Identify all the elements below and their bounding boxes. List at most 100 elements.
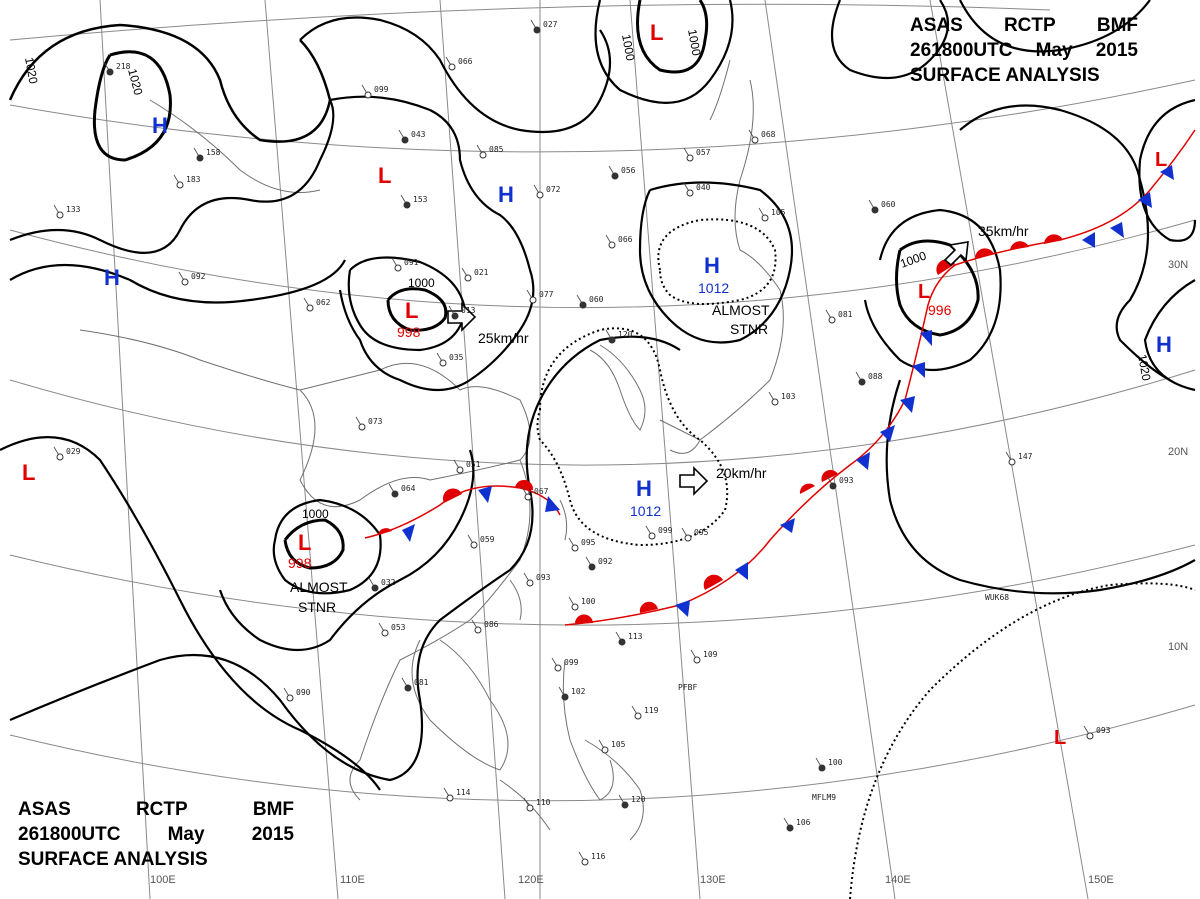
station-marker-icon: [686, 154, 694, 162]
title-block-bottom: ASAS RCTP BMF 261800UTC May 2015 SURFACE…: [18, 797, 294, 872]
station-pressure-value: 072: [546, 185, 561, 194]
station-plot: 183: [173, 174, 201, 189]
graticule-labels: 100E 110E 120E 130E 140E 150E 30N 20N 10…: [150, 259, 1188, 886]
isobar-southwest-big: [218, 449, 475, 651]
station-marker-icon: [786, 824, 794, 832]
station-marker-icon: [181, 278, 189, 286]
high-center-marker: H: [704, 253, 720, 278]
station-plot: 027: [530, 19, 558, 34]
station-pressure-value: 085: [489, 145, 504, 154]
cold-front-triangle: [920, 330, 932, 346]
isobar-north-arc: [299, 16, 611, 134]
station-pressure-value: 110: [536, 798, 551, 807]
lon-label-130e: 130E: [700, 874, 726, 886]
station-plot: 113: [615, 631, 643, 646]
station-marker-icon: [581, 858, 589, 866]
station-marker-icon: [448, 63, 456, 71]
station-marker-icon: [634, 712, 642, 720]
title-block-top: ASAS RCTP BMF 261800UTC May 2015 SURFACE…: [910, 13, 1138, 88]
station-plot: 077: [526, 289, 554, 304]
motion-speed-label: 35km/hr: [978, 223, 1029, 239]
station-pressure-value: 099: [374, 85, 389, 94]
station-pressure-value: 057: [696, 148, 711, 157]
station-marker-icon: [451, 312, 459, 320]
station-marker-icon: [403, 201, 411, 209]
station-plot: 158: [193, 147, 221, 162]
station-marker-icon: [571, 544, 579, 552]
status-label-line2: STNR: [298, 599, 336, 615]
station-plot: 088: [855, 371, 883, 386]
station-marker-icon: [828, 316, 836, 324]
station-pressure-value: 099: [564, 658, 579, 667]
isobar-far-east-1020: [1143, 279, 1196, 392]
station-marker-icon: [608, 241, 616, 249]
warm-front-semicircle: [378, 528, 392, 535]
title-agency: ASAS: [910, 15, 963, 36]
station-marker-icon: [588, 563, 596, 571]
station-pressure-value: 100: [581, 597, 596, 606]
isobar-1020-northwest: [8, 23, 332, 143]
station-pressure-value: 077: [539, 290, 554, 299]
station-pressure-value: 056: [621, 166, 636, 175]
low-center-value: 996: [928, 302, 952, 318]
station-marker-icon: [391, 490, 399, 498]
station-plot: 029: [53, 446, 81, 461]
station-plot: 057: [683, 147, 711, 162]
isobar-east-outer: [863, 208, 1002, 371]
title-office: BMF: [1096, 15, 1138, 36]
station-plot: 103: [768, 391, 796, 406]
station-marker-icon: [621, 801, 629, 809]
station-pressure-value: 183: [186, 175, 201, 184]
station-marker-icon: [526, 804, 534, 812]
high-center-marker: H: [104, 265, 120, 290]
station-pressure-value: 105: [771, 208, 786, 217]
lon-label-100e: 100E: [150, 874, 176, 886]
station-marker-icon: [751, 136, 759, 144]
station-pressure-value: 043: [411, 130, 426, 139]
station-marker-icon: [693, 656, 701, 664]
station-plot: 114: [443, 787, 471, 802]
lat-label-10n: 10N: [1168, 641, 1188, 653]
status-label-line1: ALMOST: [290, 579, 348, 595]
cold-front-triangle: [402, 524, 415, 542]
station-plot: 081: [401, 677, 429, 692]
station-plot: 153: [400, 194, 428, 209]
status-label-line1: ALMOST: [712, 302, 770, 318]
isobar-label: 1020: [22, 56, 40, 85]
station-marker-icon: [561, 693, 569, 701]
warm-front-semicircle: [703, 574, 723, 590]
station-pressure-value: 088: [868, 372, 883, 381]
title-datetime: 261800UTC: [18, 824, 121, 845]
station-pressure-value: 093: [839, 476, 854, 485]
motion-speed-label: 20km/hr: [716, 465, 767, 481]
station-marker-icon: [176, 181, 184, 189]
station-plot: 035: [436, 352, 464, 367]
lon-label-150e: 150E: [1088, 874, 1114, 886]
cold-front-triangle: [478, 486, 492, 503]
isobar-label: 1000: [408, 276, 435, 290]
station-plot: 095: [568, 537, 596, 552]
station-plot: 092: [585, 556, 613, 571]
isobar-northeast-loop: [959, 0, 1151, 53]
cold-front-triangle: [735, 562, 748, 580]
motion-arrows: [447, 241, 969, 496]
station-marker-icon: [364, 91, 372, 99]
station-plot: 085: [476, 144, 504, 159]
low-center-marker: L: [918, 281, 930, 303]
station-marker-icon: [579, 301, 587, 309]
station-plot: 040: [683, 182, 711, 197]
station-pressure-value: 147: [1018, 452, 1033, 461]
station-pressure-value: 116: [591, 852, 606, 861]
station-pressure-value: 105: [611, 740, 626, 749]
station-pressure-value: 109: [703, 650, 718, 659]
station-plot: 059: [467, 534, 495, 549]
station-marker-icon: [439, 359, 447, 367]
station-pressure-value: 092: [598, 557, 613, 566]
station-pressure-value: 066: [618, 235, 633, 244]
isobar-ring-1000-east: [895, 239, 980, 337]
lon-label-140e: 140E: [885, 874, 911, 886]
station-pressure-value: 095: [694, 528, 709, 537]
high-center-marker: H: [152, 113, 168, 138]
station-plot: 032: [368, 577, 396, 592]
station-pressure-value: 059: [480, 535, 495, 544]
